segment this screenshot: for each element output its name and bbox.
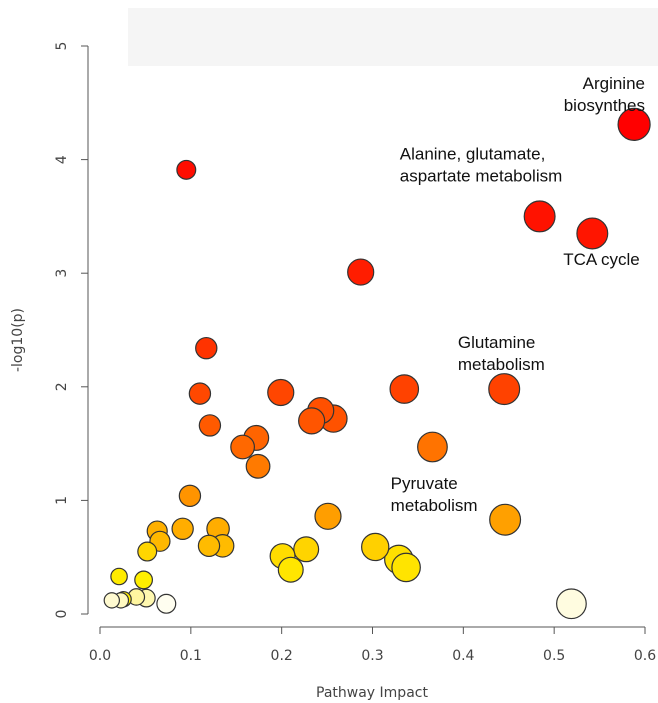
x-tick-label: 0.6: [634, 648, 656, 664]
y-tick-label: 5: [54, 42, 70, 51]
data-point[interactable]: [617, 107, 651, 141]
pathway-annotation: Glutamine metabolism: [458, 333, 545, 374]
y-tick-label: 0: [54, 610, 70, 619]
data-point[interactable]: [293, 536, 320, 563]
data-point[interactable]: [347, 258, 375, 286]
data-point[interactable]: [417, 431, 448, 463]
y-tick-label: 4: [54, 155, 70, 164]
annotation-line: TCA cycle: [563, 250, 640, 269]
data-point[interactable]: [488, 373, 521, 406]
data-point[interactable]: [298, 407, 326, 435]
data-point[interactable]: [523, 200, 556, 233]
data-point[interactable]: [171, 517, 194, 541]
data-point[interactable]: [178, 484, 202, 508]
pathway-annotation: Arginine biosynthes: [564, 74, 645, 115]
x-tick-label: 0.0: [89, 648, 111, 664]
data-point[interactable]: [176, 159, 197, 180]
data-point[interactable]: [103, 592, 121, 609]
y-tick-label: 2: [54, 382, 70, 391]
data-point[interactable]: [314, 502, 342, 530]
pathway-annotation: Pyruvate metabolism: [391, 474, 478, 515]
data-point[interactable]: [197, 534, 221, 558]
data-point[interactable]: [156, 593, 177, 614]
data-point[interactable]: [277, 556, 304, 583]
data-point[interactable]: [389, 374, 420, 404]
axes: 0.0 0.1 0.2 0.3 0.4 0.5 0.6 0 1 2 3 4 5 Pathway Impac…: [10, 42, 656, 701]
annotation-line: Arginine: [583, 74, 645, 93]
data-point[interactable]: [188, 382, 212, 405]
annotations: Arginine biosynthes Alanine, glutamate, asp…: [391, 74, 645, 515]
data-point[interactable]: [556, 588, 587, 620]
annotation-line: metabolism: [391, 496, 478, 515]
annotation-line: aspartate metabolism: [400, 167, 563, 186]
pathway-annotation: TCA cycle: [563, 250, 640, 269]
data-point[interactable]: [230, 434, 256, 460]
x-tick-label: 0.3: [361, 648, 383, 664]
x-axis-title: Pathway Impact: [316, 685, 428, 701]
data-point[interactable]: [245, 453, 271, 479]
data-point[interactable]: [137, 541, 158, 562]
annotation-line: metabolism: [458, 355, 545, 374]
x-tick-label: 0.2: [271, 648, 293, 664]
header-band: [128, 8, 658, 66]
data-point[interactable]: [576, 217, 609, 250]
data-points: [103, 107, 651, 620]
data-point[interactable]: [489, 503, 522, 536]
data-point[interactable]: [110, 567, 128, 586]
data-point[interactable]: [391, 552, 421, 583]
x-tick-label: 0.1: [180, 648, 202, 664]
data-point[interactable]: [195, 336, 218, 360]
annotation-line: Glutamine: [458, 333, 535, 352]
data-point[interactable]: [134, 570, 154, 590]
annotation-line: Alanine, glutamate,: [400, 145, 546, 164]
x-tick-label: 0.4: [452, 648, 474, 664]
annotation-line: Pyruvate: [391, 474, 458, 493]
y-tick-label: 1: [54, 496, 70, 505]
y-axis-title: -log10(p): [10, 308, 26, 372]
data-point[interactable]: [198, 414, 222, 437]
pathway-annotation: Alanine, glutamate, aspartate metabolism: [400, 145, 563, 186]
data-point[interactable]: [361, 532, 390, 562]
x-tick-label: 0.5: [543, 648, 565, 664]
y-tick-label: 3: [54, 269, 70, 278]
data-point[interactable]: [267, 378, 295, 407]
left-band: [0, 8, 30, 66]
annotation-line: biosynthes: [564, 96, 645, 115]
